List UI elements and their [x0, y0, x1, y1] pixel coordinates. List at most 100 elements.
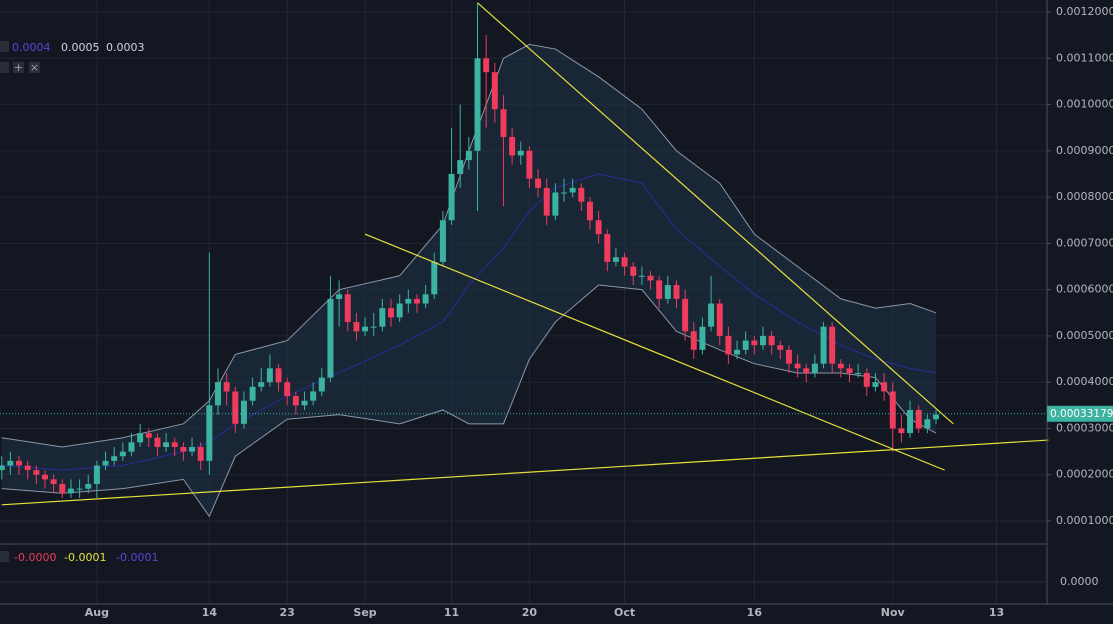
icon: [0, 551, 9, 562]
candle-body: [768, 335, 775, 346]
candle-body: [180, 446, 187, 452]
candle-body: [388, 308, 395, 318]
candle-body: [379, 308, 386, 327]
icon[interactable]: [29, 62, 40, 73]
candle-body: [509, 136, 516, 156]
candle-body: [872, 382, 879, 387]
x-tick-label: 20: [522, 606, 538, 619]
candle-body: [24, 465, 31, 471]
candle-body: [491, 72, 498, 110]
candle-body: [474, 58, 481, 151]
icon-glyph: ×: [30, 61, 39, 74]
x-tick-label: Nov: [881, 606, 906, 619]
candle-body: [517, 150, 524, 156]
candle-body: [93, 465, 100, 485]
candle-body: [422, 294, 429, 304]
candle-body: [102, 460, 109, 466]
candle-body: [604, 234, 611, 262]
candle-body: [163, 442, 170, 447]
candle-body: [673, 285, 680, 299]
candle-body: [439, 220, 446, 262]
candle-body: [664, 285, 671, 299]
candle-body: [716, 303, 723, 336]
candle-body: [907, 409, 914, 434]
icon: [0, 41, 9, 52]
candle-body: [725, 335, 732, 355]
candle-body: [578, 187, 585, 202]
candle-body: [483, 58, 490, 73]
candle-body: [561, 192, 568, 194]
candle-body: [708, 303, 715, 327]
candle-body: [924, 419, 931, 429]
candle-body: [7, 460, 14, 466]
candle-body: [370, 326, 377, 328]
candle-body: [266, 368, 273, 383]
candle-body: [111, 456, 118, 461]
candle-body: [232, 391, 239, 424]
icon[interactable]: [13, 62, 24, 73]
x-tick-label: Oct: [614, 606, 635, 619]
candle-body: [829, 326, 836, 364]
icon[interactable]: [0, 62, 9, 73]
candle-body: [197, 446, 204, 461]
candle-body: [543, 187, 550, 216]
candle-body: [310, 391, 317, 401]
candle-body: [119, 451, 126, 457]
candle-body: [76, 488, 83, 490]
trendline: [1, 439, 1049, 506]
macd-value: -0.0000: [14, 551, 56, 564]
candle-body: [362, 326, 369, 332]
candle-body: [535, 178, 542, 188]
candle-body: [448, 173, 455, 221]
candle-body: [630, 266, 637, 276]
candle-body: [682, 298, 689, 332]
candle-body: [837, 363, 844, 369]
candle-body: [0, 465, 5, 471]
band-middle: [1, 173, 937, 471]
candle-body: [318, 377, 325, 392]
candle-body: [690, 331, 697, 350]
candle-body: [16, 460, 23, 466]
x-tick-label: 14: [202, 606, 218, 619]
indicator-value: 0.0005: [61, 41, 100, 54]
candle-body: [820, 326, 827, 364]
candle-body: [128, 442, 135, 452]
x-tick-label: 11: [444, 606, 459, 619]
candle-body: [405, 298, 412, 304]
candle-body: [881, 382, 888, 392]
candle-body: [621, 257, 628, 267]
candle-body: [586, 201, 593, 221]
candle-body: [552, 192, 559, 216]
legend-icons: + ×: [0, 41, 40, 562]
candle-body: [67, 488, 74, 494]
candle-body: [59, 484, 66, 494]
candle-body: [301, 400, 308, 406]
candle-body: [50, 479, 57, 485]
candle-body: [777, 345, 784, 350]
icon-glyph: +: [14, 61, 23, 74]
macd-tick-label: 0.0000: [1060, 575, 1099, 588]
candle-body: [154, 437, 161, 447]
candle-body: [526, 150, 533, 179]
candle-body: [249, 386, 256, 401]
indicator-value: 0.0003: [106, 41, 145, 54]
candle-body: [189, 446, 196, 452]
candle-body: [734, 349, 741, 355]
candle-body: [889, 391, 896, 429]
candle-body: [915, 409, 922, 429]
candle-body: [145, 433, 152, 438]
y-tick-label: 0.00120000: [1056, 5, 1113, 18]
candle-body: [785, 349, 792, 364]
candle-body: [794, 363, 801, 369]
candle-body: [214, 382, 221, 406]
last-price-tag: [1047, 405, 1113, 422]
plot-area: [0, 2, 1049, 518]
